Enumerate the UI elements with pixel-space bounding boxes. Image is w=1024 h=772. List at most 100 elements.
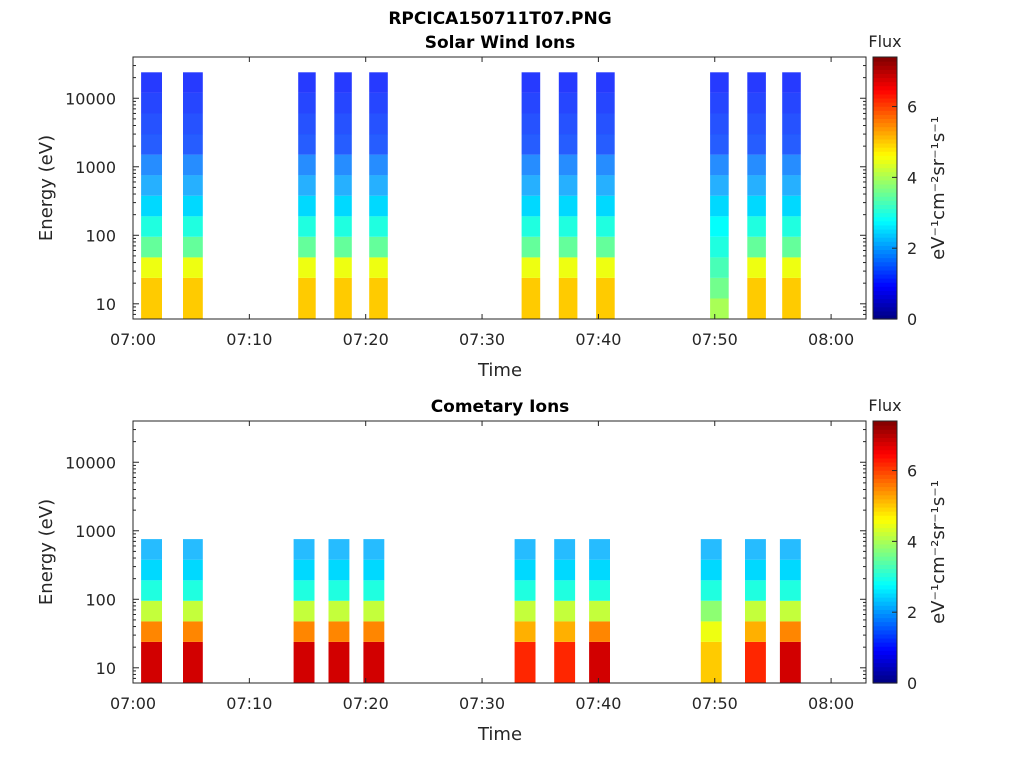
x-tick-label: 08:00: [808, 330, 854, 349]
colorbar-segment: [873, 245, 897, 250]
colorbar-segment: [873, 494, 897, 500]
heatmap-cell-10-4: [779, 580, 801, 601]
heatmap-cell-9-5: [745, 559, 766, 581]
heatmap-cell-10-7: [782, 154, 801, 176]
colorbar-segment: [873, 77, 897, 83]
heatmap-cell-0-0: [141, 298, 162, 319]
heatmap-cell-2-0: [293, 662, 315, 683]
heatmap-cell-4-7: [369, 154, 388, 176]
heatmap-cell-6-6: [554, 539, 576, 560]
heatmap-cell-3-1: [334, 277, 352, 299]
colorbar-segment: [873, 670, 897, 676]
colorbar-segment: [873, 224, 897, 230]
colorbar-segment: [873, 249, 897, 255]
colorbar-segment: [873, 515, 897, 520]
heatmap-cell-1-5: [183, 195, 203, 217]
colorbar-tick-label: 0: [907, 310, 917, 329]
x-tick-label: 07:40: [575, 330, 621, 349]
colorbar-segment: [873, 445, 897, 451]
heatmap-cell-0-7: [141, 154, 162, 176]
cometary-heatmap: [141, 539, 801, 683]
colorbar-segment: [873, 637, 897, 643]
heatmap-cell-4-0: [363, 662, 385, 683]
heatmap-cell-0-6: [141, 175, 162, 196]
heatmap-cell-9-4: [747, 216, 766, 237]
colorbar-segment: [873, 535, 897, 541]
heatmap-cell-8-5: [700, 559, 722, 581]
heatmap-cell-10-5: [782, 195, 801, 217]
y-tick-label: 10000: [65, 89, 116, 108]
colorbar-segment: [873, 678, 897, 684]
colorbar-segment: [873, 433, 897, 438]
heatmap-cell-8-1: [700, 641, 722, 663]
heatmap-cell-4-5: [363, 559, 385, 581]
heatmap-cell-5-6: [514, 539, 536, 560]
heatmap-cell-3-9: [334, 113, 352, 135]
heatmap-cell-4-4: [363, 580, 385, 601]
cometary-xlabel: Time: [477, 724, 522, 745]
heatmap-cell-9-1: [745, 641, 766, 663]
heatmap-cell-2-5: [298, 195, 316, 217]
colorbar-segment: [873, 617, 897, 623]
heatmap-cell-5-3: [514, 600, 536, 622]
heatmap-cell-2-0: [298, 298, 316, 319]
heatmap-cell-8-2: [710, 257, 729, 278]
colorbar-segment: [873, 568, 897, 574]
heatmap-cell-2-4: [293, 580, 315, 601]
colorbar-segment: [873, 278, 897, 283]
heatmap-cell-10-0: [782, 298, 801, 319]
colorbar-segment: [873, 601, 897, 606]
heatmap-cell-10-3: [782, 236, 801, 258]
heatmap-cell-10-6: [779, 539, 801, 560]
heatmap-cell-1-1: [183, 277, 203, 299]
cometary-x-ticks: 07:00 07:10 07:20 07:30 07:40 07:50 08:00: [110, 421, 854, 713]
heatmap-cell-8-1: [710, 277, 729, 299]
colorbar-segment: [873, 539, 897, 545]
heatmap-cell-2-5: [293, 559, 315, 581]
heatmap-cell-1-0: [183, 298, 203, 319]
colorbar-segment: [873, 552, 897, 557]
colorbar-segment: [873, 69, 897, 74]
colorbar-frame: [872, 56, 898, 320]
colorbar-segment: [873, 457, 897, 463]
colorbar-segment: [873, 138, 897, 144]
heatmap-cell-6-7: [558, 154, 578, 176]
colorbar-segment: [873, 171, 897, 177]
heatmap-cell-9-9: [747, 113, 766, 135]
colorbar-segment: [873, 102, 897, 107]
heatmap-cell-8-0: [700, 662, 722, 683]
heatmap-cell-9-7: [747, 154, 766, 176]
heatmap-cell-3-6: [328, 539, 350, 560]
colorbar-segment: [873, 572, 897, 578]
heatmap-cell-0-8: [141, 134, 162, 155]
heatmap-cell-9-3: [747, 236, 766, 258]
colorbar-segment: [873, 126, 897, 132]
heatmap-cell-6-8: [558, 134, 578, 155]
heatmap-cell-6-1: [558, 277, 578, 299]
heatmap-cell-10-1: [782, 277, 801, 299]
heatmap-cell-2-8: [298, 134, 316, 155]
colorbar-segment: [873, 597, 897, 602]
heatmap-cell-0-1: [141, 641, 162, 663]
heatmap-cell-6-0: [554, 662, 576, 683]
heatmap-cell-4-2: [363, 621, 385, 642]
colorbar-segment: [873, 621, 897, 627]
colorbar-segment: [873, 650, 897, 655]
heatmap-cell-4-11: [369, 72, 388, 93]
heatmap-cell-5-5: [521, 195, 541, 217]
colorbar-segment: [873, 241, 897, 246]
heatmap-cell-1-7: [183, 154, 203, 176]
heatmap-cell-3-8: [334, 134, 352, 155]
heatmap-cell-2-2: [298, 257, 316, 278]
colorbar-segment: [873, 183, 897, 189]
heatmap-cell-5-7: [521, 154, 541, 176]
colorbar-segment: [873, 192, 897, 197]
colorbar-segment: [873, 421, 897, 426]
heatmap-cell-8-5: [710, 195, 729, 217]
heatmap-cell-3-2: [328, 621, 350, 642]
y-tick-label: 100: [85, 226, 116, 245]
heatmap-cell-6-5: [554, 559, 576, 581]
colorbar-segment: [873, 502, 897, 508]
colorbar-segment: [873, 449, 897, 455]
colorbar-segment: [873, 646, 897, 651]
